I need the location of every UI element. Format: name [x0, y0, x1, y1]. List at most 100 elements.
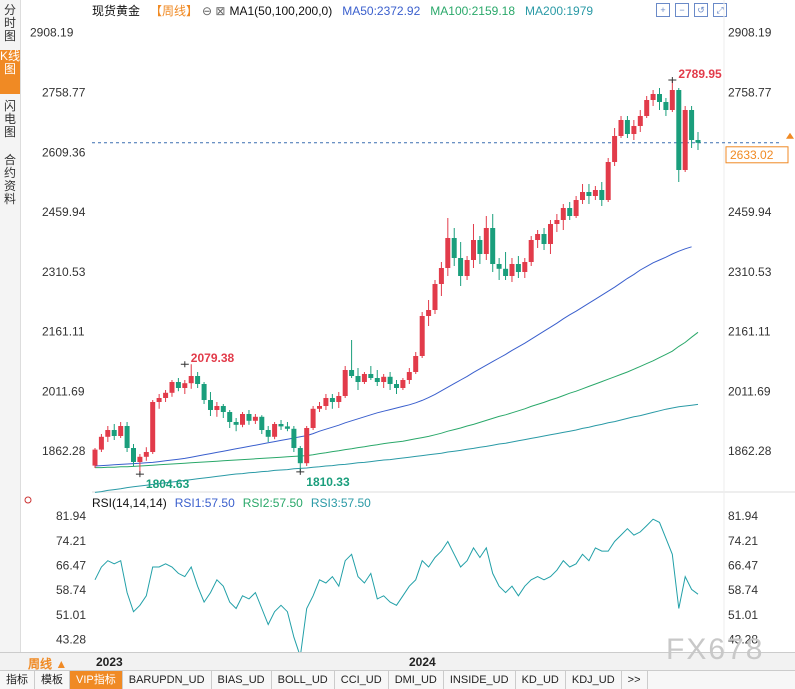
candle-body [355, 376, 361, 382]
candle-body [381, 376, 387, 382]
sidebar: 分时图 K线图 闪电图 合约资料 [0, 0, 21, 652]
tab-contract-info[interactable]: 合约资料 [0, 154, 20, 212]
candle-body [464, 260, 470, 276]
candle-body [509, 264, 515, 276]
tab-dmi[interactable]: DMI_UD [389, 671, 444, 689]
rsi1-value: RSI1:57.50 [174, 496, 235, 510]
candle-body [195, 376, 201, 384]
candle-body [175, 382, 181, 388]
candle-body [329, 398, 335, 402]
tab-templates[interactable]: 模板 [35, 671, 70, 689]
candle-body [105, 430, 111, 437]
tab-kd[interactable]: KD_UD [516, 671, 566, 689]
ma200-value: MA200:1979 [525, 4, 594, 18]
time-axis-bar [0, 652, 795, 671]
ma50-line [94, 246, 692, 467]
candle-body [592, 190, 598, 196]
tab-more[interactable]: >> [622, 671, 648, 689]
tab-flash-chart[interactable]: 闪电图 [0, 100, 20, 144]
candle-body [246, 414, 252, 421]
candle-body [317, 406, 322, 409]
candle-body [413, 356, 419, 372]
zoom-out-icon[interactable]: − [675, 3, 689, 17]
current-price-label: 2633.02 [730, 148, 774, 162]
ma-settings-icon[interactable]: ⊖ ⊠ [202, 4, 226, 18]
candle-body [477, 240, 483, 254]
rsi-tick-label-left: 74.21 [56, 534, 86, 548]
extreme-price-label: 2079.38 [191, 351, 235, 365]
price-tick-label-left: 2908.19 [30, 26, 74, 40]
candle-body [528, 240, 534, 262]
candle-body [605, 162, 611, 200]
x-axis-label-2024: 2024 [409, 655, 436, 669]
chart-canvas[interactable]: 2908.19 2758.77 2609.36 2459.94 2310.53 2161.… [0, 0, 795, 652]
candle-body [503, 268, 509, 276]
tab-cci[interactable]: CCI_UD [335, 671, 389, 689]
candle-body [118, 426, 124, 436]
candle-body [644, 100, 650, 116]
reset-icon[interactable]: ↺ [694, 3, 708, 17]
price-tick-label-left: 2310.53 [42, 265, 86, 279]
candle-body [272, 424, 278, 437]
rsi-header: RSI(14,14,14) RSI1:57.50 RSI2:57.50 RSI3:57… [92, 496, 379, 510]
candle-body [98, 436, 104, 450]
tab-boll[interactable]: BOLL_UD [272, 671, 335, 689]
candle-body [387, 376, 393, 384]
tab-label: 分时图 [3, 3, 16, 43]
candle-body [131, 448, 136, 462]
candle-body [150, 402, 156, 452]
tab-indicators[interactable]: 指标 [0, 671, 35, 689]
candle-body [169, 382, 175, 393]
candle-body [515, 264, 521, 272]
tab-inside[interactable]: INSIDE_UD [444, 671, 516, 689]
zoom-in-icon[interactable]: + [656, 3, 670, 17]
tab-kdj[interactable]: KDJ_UD [566, 671, 622, 689]
price-tick-label: 2459.94 [728, 205, 772, 219]
tab-vip-indicators[interactable]: VIP指标 [70, 671, 123, 689]
period-label[interactable]: 【周线】 [150, 4, 199, 18]
candle-body [445, 238, 451, 268]
tab-time-chart[interactable]: 分时图 [0, 4, 20, 46]
price-tick-label-left: 1862.28 [42, 444, 86, 458]
ma-indicator-label[interactable]: MA1(50,100,200,0) [229, 4, 333, 18]
candle-body [663, 102, 669, 110]
candle-body [400, 380, 406, 388]
period-button[interactable]: 周线 ▲ [28, 657, 68, 671]
candle-body [227, 412, 233, 422]
candle-body [471, 240, 476, 260]
candle-body [182, 383, 188, 388]
candle-body [657, 94, 662, 102]
tab-label: K线图 [0, 49, 21, 76]
tab-label: 闪电图 [3, 99, 16, 139]
tab-bias[interactable]: BIAS_UD [212, 671, 272, 689]
candle-body [406, 372, 412, 380]
candle-body [618, 120, 624, 136]
price-tick-label-left: 2609.36 [42, 145, 86, 159]
tab-label: 合约资料 [3, 153, 16, 206]
ma100-value: MA100:2159.18 [430, 4, 516, 18]
candle-body [310, 408, 316, 428]
candle-body [323, 398, 329, 406]
tab-barupdn[interactable]: BARUPDN_UD [123, 671, 212, 689]
candle-body [92, 449, 98, 466]
candle-body [156, 398, 162, 402]
price-tick-label-left: 2161.11 [42, 325, 85, 339]
price-tick-label: 2310.53 [728, 265, 772, 279]
candle-body [220, 406, 226, 412]
price-alert-icon [786, 132, 794, 139]
watermark-logo: FX678 [666, 633, 765, 666]
price-tick-label-left: 2758.77 [42, 85, 86, 99]
extreme-price-label: 2789.95 [678, 67, 722, 81]
rsi-tick-label: 58.74 [728, 583, 758, 597]
candle-body [368, 374, 374, 378]
rsi-label[interactable]: RSI(14,14,14) [92, 496, 167, 510]
candle-body [349, 370, 355, 376]
price-tick-label-left: 2459.94 [42, 205, 86, 219]
candle-body [137, 456, 143, 462]
price-tick-label: 2758.77 [728, 85, 772, 99]
candle-body [278, 424, 284, 427]
candle-body [560, 208, 566, 220]
candle-body [438, 268, 444, 284]
tab-kline-chart[interactable]: K线图 [0, 50, 20, 94]
fullscreen-icon[interactable]: ⤢ [713, 3, 727, 17]
